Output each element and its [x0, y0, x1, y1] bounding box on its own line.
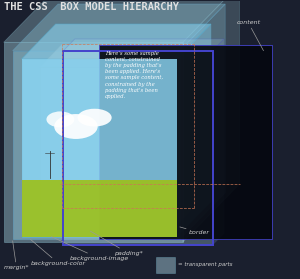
- Polygon shape: [213, 39, 224, 245]
- Text: background-image: background-image: [52, 237, 129, 261]
- Polygon shape: [22, 180, 177, 237]
- Polygon shape: [40, 44, 194, 67]
- Polygon shape: [22, 59, 177, 237]
- Ellipse shape: [54, 114, 98, 139]
- Ellipse shape: [46, 111, 74, 128]
- Polygon shape: [22, 24, 211, 59]
- Polygon shape: [156, 258, 176, 273]
- Polygon shape: [171, 44, 194, 231]
- Polygon shape: [63, 39, 224, 51]
- Text: padding*: padding*: [90, 231, 143, 256]
- Polygon shape: [13, 51, 180, 239]
- Polygon shape: [4, 0, 240, 42]
- Polygon shape: [99, 45, 272, 239]
- Polygon shape: [180, 4, 225, 239]
- Text: border: border: [180, 227, 210, 235]
- Polygon shape: [63, 51, 213, 245]
- Text: Here's some sample
content, constrained
by the padding that's
been applied. Here: Here's some sample content, constrained …: [105, 51, 163, 99]
- Text: = transparent parts: = transparent parts: [178, 263, 233, 268]
- Polygon shape: [183, 0, 240, 242]
- Polygon shape: [4, 42, 183, 242]
- Text: content: content: [236, 20, 263, 51]
- Polygon shape: [40, 67, 171, 231]
- Polygon shape: [22, 59, 177, 237]
- Text: margin*: margin*: [4, 241, 29, 270]
- Text: background-color: background-color: [31, 239, 86, 266]
- Polygon shape: [13, 4, 225, 51]
- Ellipse shape: [77, 109, 112, 126]
- Polygon shape: [177, 24, 211, 237]
- Text: THE CSS  BOX MODEL HIERARCHY: THE CSS BOX MODEL HIERARCHY: [4, 2, 179, 12]
